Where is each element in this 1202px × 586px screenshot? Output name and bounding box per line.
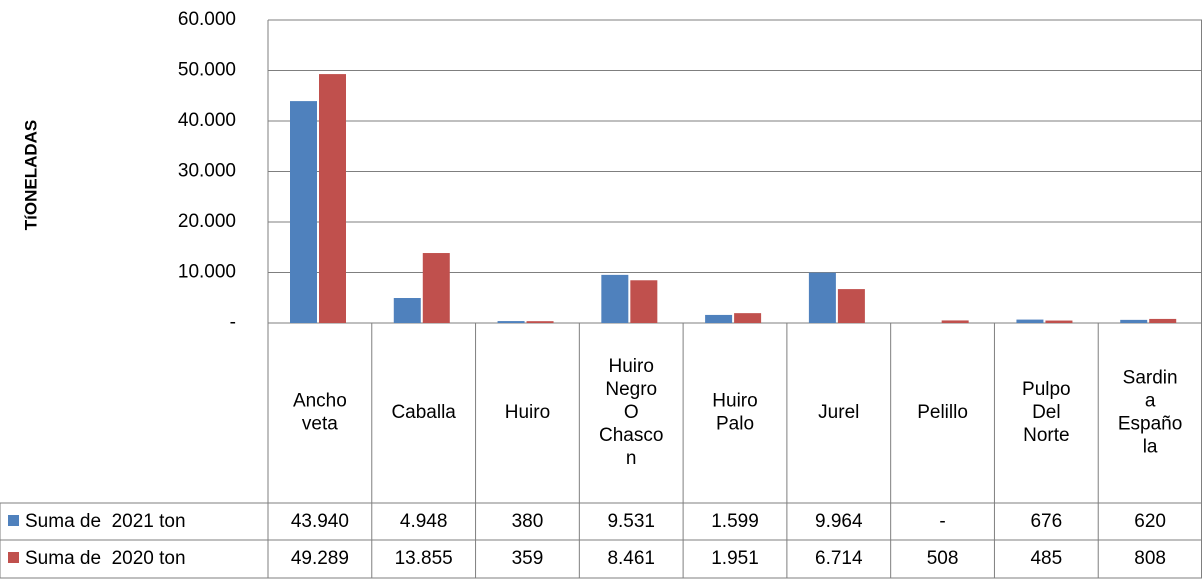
data-table-value: 13.855 [395, 548, 453, 569]
y-tick-label: 10.000 [178, 262, 236, 283]
data-table-value: 485 [1030, 548, 1062, 569]
x-tick-label: Ancho veta [293, 391, 347, 435]
bar [290, 101, 317, 323]
x-tick-label: Caballa [391, 402, 456, 423]
x-tick-label: Pulpo Del Norte [1022, 379, 1071, 446]
bar [1149, 318, 1177, 323]
data-table-value: 359 [512, 548, 544, 569]
y-tick-label: 60.000 [178, 9, 236, 30]
legend-label: Suma de 2021 ton [25, 511, 186, 532]
data-table-value: 1.951 [711, 548, 759, 569]
bar [422, 253, 450, 323]
x-tick-label: Huiro Negro O Chasco n [599, 356, 663, 469]
data-table-value: 8.461 [607, 548, 655, 569]
bar [1016, 319, 1044, 323]
data-table-value: 676 [1030, 511, 1062, 532]
bar [526, 321, 554, 323]
data-table-value: 620 [1134, 511, 1166, 532]
bar [808, 272, 836, 323]
bar [705, 314, 733, 323]
legend-swatch [8, 515, 19, 526]
bar [393, 298, 421, 323]
data-table-value: 808 [1134, 548, 1166, 569]
data-table-value: 9.531 [607, 511, 655, 532]
x-tick-label: Huiro [505, 402, 550, 423]
data-table-value: 380 [512, 511, 544, 532]
data-table-value: 9.964 [815, 511, 863, 532]
legend-label: Suma de 2020 ton [25, 548, 186, 569]
y-tick-label: 20.000 [178, 211, 236, 232]
data-table-value: 4.948 [400, 511, 448, 532]
bar [630, 280, 658, 323]
data-table-value: - [939, 511, 945, 532]
x-tick-label: Sardin a Españo la [1118, 368, 1182, 458]
bar [319, 74, 346, 324]
x-tick-label: Pelillo [917, 402, 968, 423]
y-tick-label: 30.000 [178, 161, 236, 182]
data-table-value: 1.599 [711, 511, 759, 532]
y-tick-label: 50.000 [178, 60, 236, 81]
y-tick-label: 40.000 [178, 110, 236, 131]
bar [601, 274, 629, 323]
bar [734, 313, 762, 323]
data-table-value: 43.940 [291, 511, 349, 532]
bar [497, 321, 525, 323]
data-table-value: 6.714 [815, 548, 863, 569]
bar [1120, 319, 1148, 323]
data-table-value: 49.289 [291, 548, 349, 569]
bar [837, 289, 865, 323]
x-tick-label: Jurel [818, 402, 859, 423]
bar [941, 320, 969, 323]
data-table-value: 508 [927, 548, 959, 569]
x-tick-label: Huiro Palo [712, 391, 757, 435]
bar [1045, 320, 1073, 323]
y-axis-label: TíONELADAS [21, 120, 40, 231]
legend-swatch [8, 552, 19, 563]
y-tick-label: - [230, 312, 236, 333]
